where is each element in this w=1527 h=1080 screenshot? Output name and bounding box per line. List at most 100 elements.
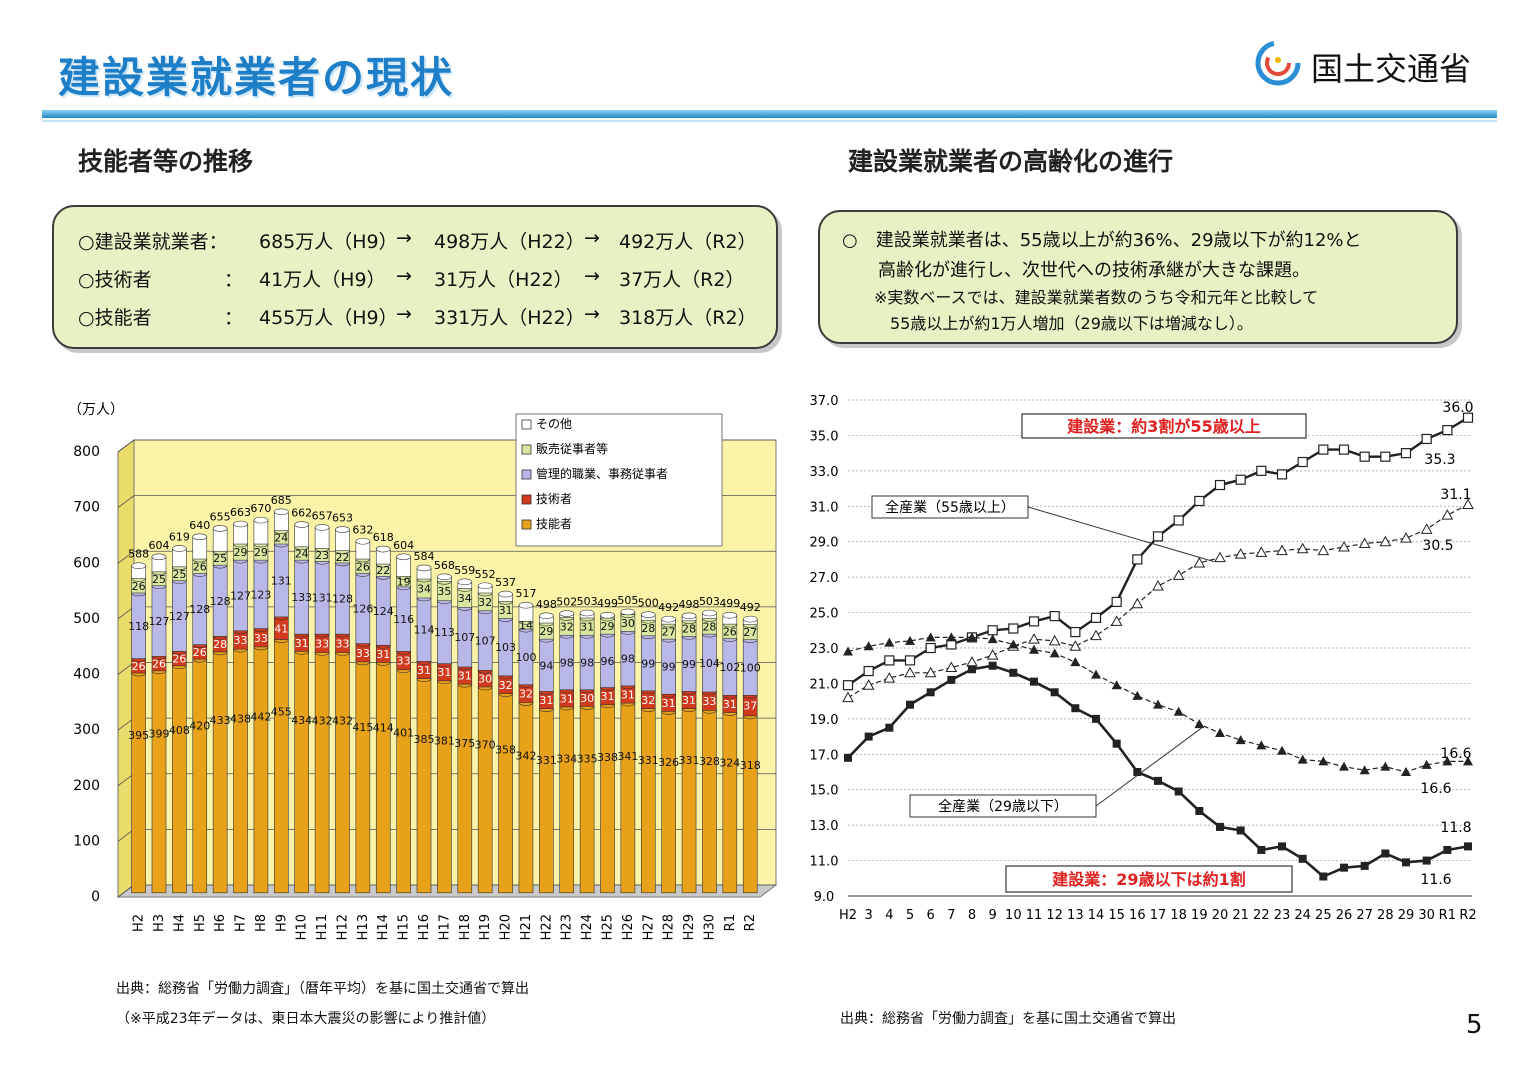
data-point xyxy=(885,723,894,732)
x-tick-label: 19 xyxy=(1191,908,1208,923)
left-source-note: （※平成23年データは、東日本大震災の影響により推計値） xyxy=(116,1011,496,1027)
data-point xyxy=(1464,842,1472,851)
bar-cap xyxy=(355,537,371,545)
bar-value-label: 22 xyxy=(335,551,349,564)
bar-cap xyxy=(681,612,697,620)
bar-value-label: 31 xyxy=(682,694,696,707)
skilled-workers-bar-chart: （万人） 0 100 200 300 400 500 600 700 800 395 26 118 26 5… xyxy=(68,402,778,940)
bar-value-label: 28 xyxy=(641,622,655,635)
bar-value-label: 29 xyxy=(234,546,248,559)
data-point xyxy=(1070,657,1081,667)
bar-value-label: 32 xyxy=(519,688,533,701)
y-tick-label: 11.0 xyxy=(810,855,839,870)
x-tick-label: 24 xyxy=(1294,908,1311,923)
bar-value-label: 26 xyxy=(723,625,737,638)
data-point xyxy=(1296,542,1309,554)
bar-total-label: 499 xyxy=(597,597,618,610)
data-point xyxy=(1359,765,1370,775)
data-point xyxy=(1174,787,1183,796)
data-point xyxy=(987,625,998,636)
data-point xyxy=(1318,756,1329,766)
value-label-end_const55: 36.0 xyxy=(1442,400,1473,416)
left-source: 出典：総務省「労働力調査」（暦年平均）を基に国土交通省で算出 xyxy=(116,981,529,997)
data-point xyxy=(1133,768,1142,776)
bar-total-label: 498 xyxy=(679,598,700,611)
bar-value-label: 33 xyxy=(315,637,329,650)
y-tick-label: 700 xyxy=(73,500,100,516)
bar-total-label: 517 xyxy=(515,587,536,600)
x-tick-label: H6 xyxy=(213,914,228,932)
bar-value-label: 341 xyxy=(617,750,638,763)
left-summary-v2-1: 498万人（H22） xyxy=(434,231,585,253)
data-point xyxy=(883,672,896,683)
bar-value-label: 14 xyxy=(519,619,533,632)
legend-label: その他 xyxy=(536,417,572,431)
x-tick-label: 30 xyxy=(1418,908,1435,923)
bar-value-label: 318 xyxy=(740,759,761,772)
value-label-end_all55: 31.1 xyxy=(1440,487,1471,503)
data-point xyxy=(1153,699,1163,709)
data-point xyxy=(862,679,875,690)
bar-value-label: 33 xyxy=(356,647,370,660)
data-point xyxy=(1338,540,1350,552)
x-tick-label: 17 xyxy=(1150,908,1167,923)
bar-value-label: 32 xyxy=(499,679,513,692)
y-tick-label: 37.0 xyxy=(810,394,839,409)
y-tick-label: 17.0 xyxy=(810,748,839,763)
bar-segment xyxy=(640,708,656,894)
callout-construction-55-text: 建設業：約3割が55歳以上 xyxy=(1067,417,1260,436)
x-tick-label: R1 xyxy=(723,914,738,931)
left-summary-v3-3: 318万人（R2） xyxy=(619,307,757,329)
x-tick-label: H27 xyxy=(641,914,656,940)
construction-29-line xyxy=(847,664,1469,879)
y-tick-label: 100 xyxy=(73,833,100,849)
data-point xyxy=(1132,554,1143,565)
bar-segment xyxy=(498,693,513,894)
left-summary-label-3: ○技能者 xyxy=(78,307,152,329)
data-point xyxy=(986,649,999,660)
bar-cap xyxy=(661,615,676,623)
bar-segment xyxy=(681,708,697,894)
data-point xyxy=(1400,448,1412,459)
page-title: 建設業就業者の現状 xyxy=(58,53,455,102)
x-tick-label: 10 xyxy=(1005,908,1022,923)
left-summary-v3-1: 492万人（R2） xyxy=(619,231,757,253)
bar-segment xyxy=(192,658,208,894)
bar-value-label: 415 xyxy=(352,721,373,734)
callout-all-55-text: 全産業（55歳以上） xyxy=(885,499,1015,516)
bar-total-label: 662 xyxy=(291,507,312,520)
bar-segment xyxy=(192,536,208,560)
left-summary-v1-2: 41万人（H9） xyxy=(259,269,386,291)
data-point xyxy=(988,661,997,670)
bar-total-label: 559 xyxy=(454,564,475,577)
data-point xyxy=(925,632,936,642)
bar-value-label: 331 xyxy=(536,754,557,767)
bar-value-label: 31 xyxy=(437,666,451,679)
data-point xyxy=(1235,474,1246,485)
left-summary-v1-1: 685万人（H9） xyxy=(259,231,398,253)
data-point xyxy=(1276,469,1288,480)
x-tick-label: R2 xyxy=(1459,908,1476,923)
bar-cap xyxy=(498,590,513,598)
data-point xyxy=(1172,569,1185,580)
bar-value-label: 433 xyxy=(210,714,231,727)
data-point xyxy=(843,646,853,656)
data-point xyxy=(884,655,895,666)
data-point xyxy=(924,666,937,678)
bar-value-label: 455 xyxy=(271,706,292,719)
bar-cap xyxy=(518,601,534,609)
x-tick-label: 18 xyxy=(1170,908,1187,923)
bar-cap xyxy=(396,553,411,561)
bar-total-label: 568 xyxy=(434,559,455,572)
bar-value-label: 25 xyxy=(172,568,186,581)
x-tick-label: 28 xyxy=(1377,908,1394,923)
x-tick-label: R1 xyxy=(1439,908,1456,923)
data-point xyxy=(844,753,852,762)
x-tick-label: H30 xyxy=(702,914,717,940)
bar-segment xyxy=(233,648,248,894)
bar-value-label: 99 xyxy=(662,661,676,674)
chart-legend xyxy=(515,413,723,547)
x-tick-label: 15 xyxy=(1108,908,1125,923)
x-tick-label: 25 xyxy=(1315,908,1332,923)
y-unit-label: （万人） xyxy=(68,402,124,418)
